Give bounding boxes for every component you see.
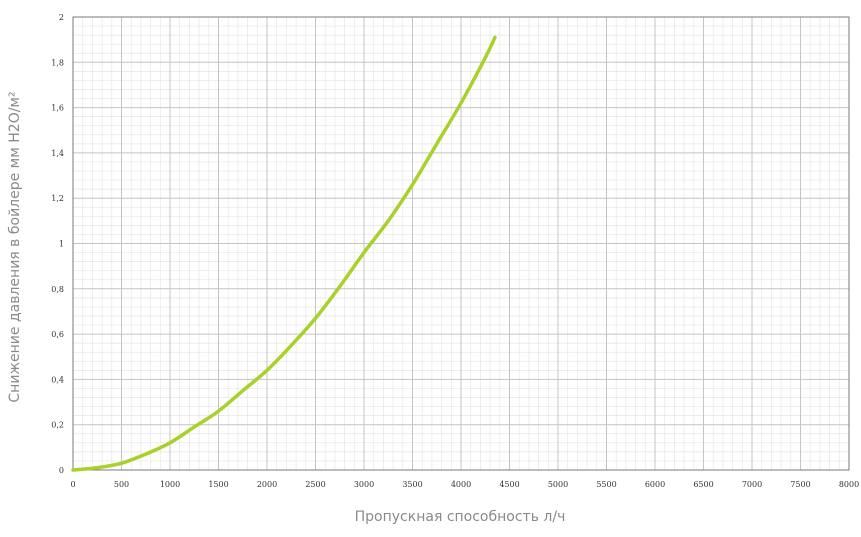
y-tick-label: 2 bbox=[59, 13, 64, 22]
x-tick-label: 7500 bbox=[790, 480, 810, 489]
y-tick-label: 1 bbox=[59, 240, 64, 249]
x-tick-label: 6000 bbox=[645, 480, 665, 489]
x-tick-label: 3000 bbox=[354, 480, 374, 489]
x-tick-label: 0 bbox=[70, 480, 75, 489]
x-tick-label: 7000 bbox=[742, 480, 762, 489]
x-tick-labels: 0 500 1000 1500 2000 2500 3000 3500 4000 4500 5000… bbox=[70, 480, 859, 489]
y-tick-label: 0 bbox=[59, 466, 64, 475]
x-tick-label: 2000 bbox=[257, 480, 277, 489]
x-tick-label: 5000 bbox=[548, 480, 568, 489]
y-tick-label: 1,2 bbox=[51, 194, 64, 203]
y-axis-title: Снижение давления в бойлере мм H2O/м² bbox=[7, 91, 23, 402]
y-tick-label: 1,8 bbox=[51, 58, 64, 67]
y-tick-label: 0,4 bbox=[51, 375, 64, 384]
y-tick-labels: 0 0,2 0,4 0,6 0,8 1 1,2 1,4 1,6 1,8 2 bbox=[51, 13, 64, 475]
y-tick-label: 0,2 bbox=[51, 421, 64, 430]
y-tick-label: 1,4 bbox=[51, 149, 64, 158]
y-tick-label: 1,6 bbox=[51, 104, 64, 113]
x-tick-label: 4500 bbox=[499, 480, 519, 489]
plot-frame bbox=[72, 16, 850, 471]
x-axis-title: Пропускная способность л/ч bbox=[355, 509, 566, 525]
x-tick-label: 8000 bbox=[839, 480, 859, 489]
series-line bbox=[71, 35, 497, 472]
y-tick-label: 0,6 bbox=[51, 330, 64, 339]
x-tick-label: 5500 bbox=[596, 480, 616, 489]
series-layer bbox=[71, 35, 497, 472]
x-tick-label: 3500 bbox=[402, 480, 422, 489]
y-tick-label: 0,8 bbox=[51, 285, 64, 294]
x-tick-label: 500 bbox=[114, 480, 129, 489]
x-tick-label: 2500 bbox=[305, 480, 325, 489]
x-tick-label: 4000 bbox=[451, 480, 471, 489]
x-tick-label: 1000 bbox=[160, 480, 180, 489]
x-tick-label: 6500 bbox=[693, 480, 713, 489]
x-tick-label: 1500 bbox=[208, 480, 228, 489]
